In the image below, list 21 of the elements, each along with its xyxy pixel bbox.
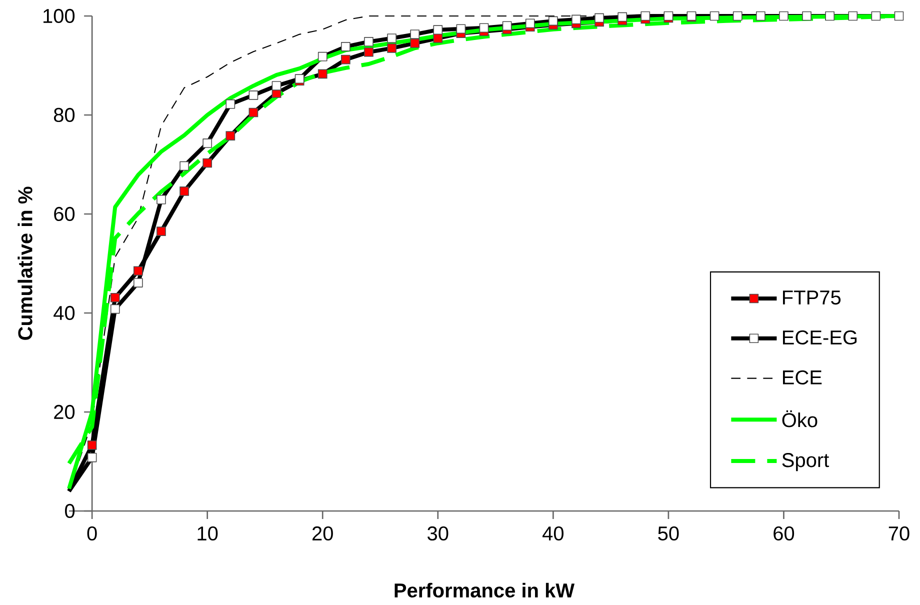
x-tick-label: 10 xyxy=(198,526,218,541)
legend-label: Sport xyxy=(782,453,830,472)
x-tick-label: 50 xyxy=(658,526,679,541)
legend-label: FTP75 xyxy=(783,290,841,305)
legend-label: ECE xyxy=(783,370,822,384)
y-axis-title: Cumulative in % xyxy=(18,186,32,340)
y-tick-label: 20 xyxy=(54,404,75,420)
y-tick-label: 100 xyxy=(44,8,75,24)
legend-label: ECE-EG xyxy=(783,330,857,345)
y-tick-label: 0 xyxy=(65,504,75,518)
x-tick-label: 60 xyxy=(774,526,794,541)
y-tick-label: 40 xyxy=(54,306,75,320)
x-tick-label: 40 xyxy=(542,526,564,541)
y-tick-label: 80 xyxy=(54,108,75,122)
x-tick-label: 30 xyxy=(428,526,448,541)
legend-label: Öko xyxy=(782,410,818,428)
x-tick-label: 0 xyxy=(87,526,97,541)
x-tick-label: 20 xyxy=(312,526,333,541)
x-axis-title: Performance in kW xyxy=(394,582,575,598)
x-tick-label: 70 xyxy=(888,526,910,541)
y-tick-label: 60 xyxy=(54,206,75,222)
